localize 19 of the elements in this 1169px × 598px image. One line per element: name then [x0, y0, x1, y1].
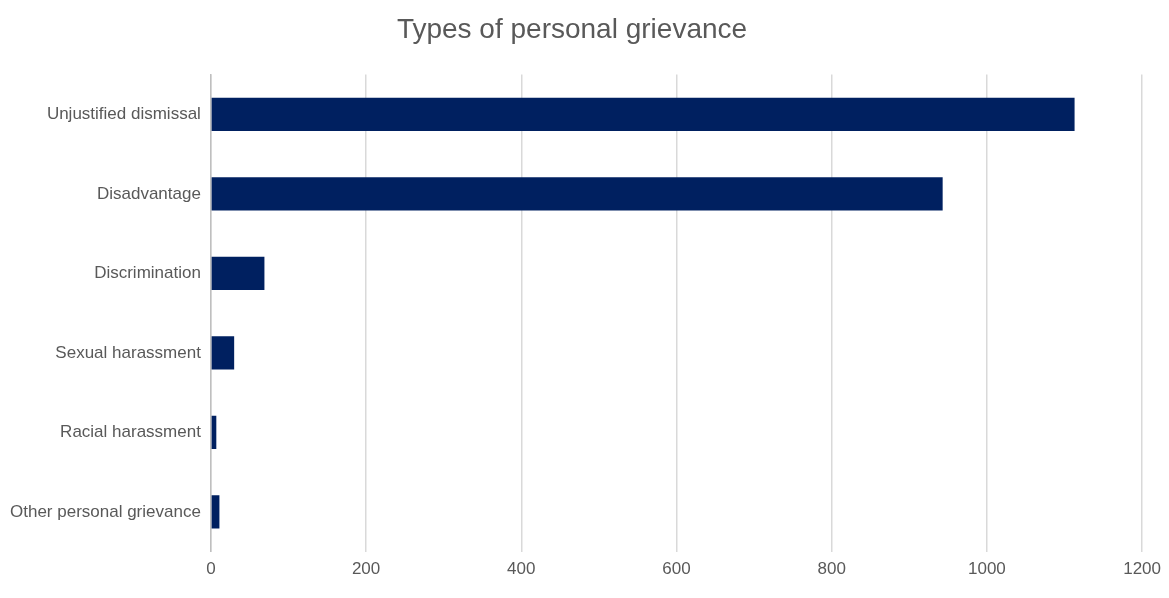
x-tick-label: 1000 [967, 559, 1006, 579]
x-tick-label: 800 [817, 559, 846, 579]
bar [211, 336, 235, 370]
bar [211, 177, 943, 211]
x-tick-label: 600 [662, 559, 691, 579]
x-tick-label: 0 [206, 559, 216, 579]
bar [211, 495, 220, 529]
x-tick-label: 400 [507, 559, 536, 579]
bar [211, 256, 265, 291]
y-tick-label: Discrimination [94, 263, 201, 283]
y-tick-label: Other personal grievance [9, 501, 201, 521]
y-tick-label: Unjustified dismissal [46, 104, 201, 124]
y-tick-label: Disadvantage [96, 183, 201, 203]
x-tick-label: 1200 [1123, 559, 1161, 579]
chart-title: Types of personal grievance [396, 12, 748, 44]
y-tick-label: Racial harassment [60, 422, 202, 442]
bar [211, 97, 1075, 132]
x-tick-label: 200 [351, 559, 381, 579]
y-tick-label: Sexual harassment [55, 342, 202, 362]
